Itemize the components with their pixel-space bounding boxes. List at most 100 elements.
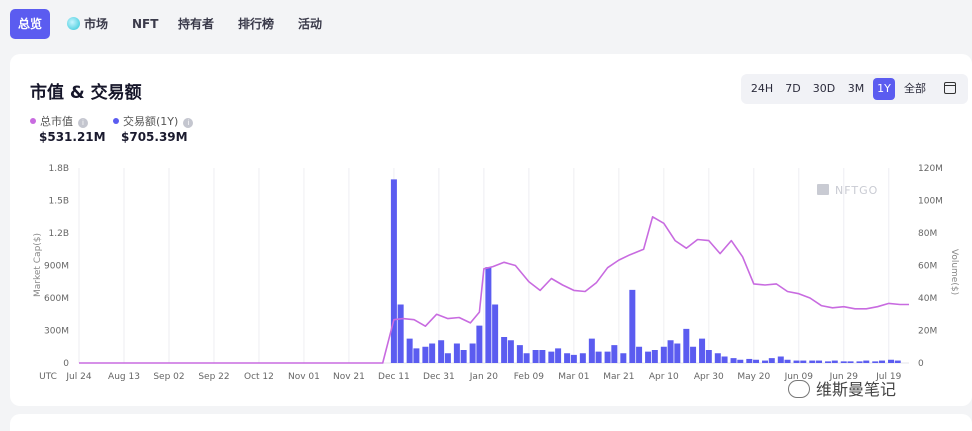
volume-bar bbox=[595, 351, 602, 363]
volume-bar bbox=[570, 354, 577, 363]
x-tick-label: Nov 01 bbox=[288, 372, 320, 382]
volume-bar bbox=[863, 360, 870, 363]
wechat-credit: 维斯曼笔记 bbox=[788, 376, 896, 400]
left-y-tick-label: 600M bbox=[44, 294, 69, 304]
volume-bar bbox=[629, 289, 636, 363]
volume-bar bbox=[548, 351, 555, 363]
nftgo-watermark: NFTGO bbox=[835, 184, 878, 197]
calendar-icon[interactable] bbox=[944, 82, 956, 94]
volume-bar bbox=[645, 351, 652, 363]
volume-bar bbox=[888, 359, 895, 363]
right-y-tick-label: 20M bbox=[918, 327, 937, 337]
right-y-tick-label: 40M bbox=[918, 294, 937, 304]
left-y-tick-label: 1.8B bbox=[49, 164, 70, 174]
legend-dot-market-cap bbox=[30, 118, 36, 124]
x-tick-label: Sep 02 bbox=[153, 372, 184, 382]
right-y-tick-label: 0 bbox=[918, 359, 924, 369]
x-tick-label: Dec 11 bbox=[378, 372, 410, 382]
volume-bar bbox=[429, 343, 436, 363]
nav-tab-market-label: 市场 bbox=[84, 17, 109, 31]
market-cap-value: $531.21M bbox=[39, 130, 106, 144]
volume-bar bbox=[397, 304, 404, 363]
volume-bar bbox=[800, 360, 807, 363]
timezone-label: UTC bbox=[39, 372, 57, 382]
range-30d-button[interactable]: 30D bbox=[812, 82, 836, 95]
volume-bar bbox=[667, 340, 674, 363]
volume-bar bbox=[516, 345, 523, 363]
left-y-tick-label: 300M bbox=[44, 327, 69, 337]
volume-bar bbox=[485, 267, 492, 363]
x-tick-label: Jan 20 bbox=[469, 372, 498, 382]
x-tick-label: Aug 13 bbox=[108, 372, 140, 382]
volume-bar bbox=[413, 348, 420, 363]
range-3m-button[interactable]: 3M bbox=[847, 82, 865, 95]
credit-text: 维斯曼笔记 bbox=[816, 380, 897, 399]
nav-tab-holders[interactable]: 持有者 bbox=[178, 17, 215, 31]
volume-bar bbox=[705, 350, 712, 363]
volume-bar bbox=[753, 359, 760, 363]
volume-bar bbox=[730, 358, 737, 363]
volume-bar bbox=[460, 350, 467, 363]
legend-volume: 交易额(1Y) i bbox=[113, 113, 194, 129]
info-icon[interactable]: i bbox=[183, 118, 194, 128]
volume-bar bbox=[660, 346, 667, 363]
volume-bar bbox=[840, 361, 847, 363]
volume-bar bbox=[699, 338, 706, 363]
volume-bar bbox=[422, 346, 429, 363]
volume-bar bbox=[809, 360, 816, 363]
volume-bar bbox=[588, 338, 595, 363]
range-all-button[interactable]: 全部 bbox=[904, 82, 926, 95]
volume-bar bbox=[746, 358, 753, 363]
x-tick-label: Mar 01 bbox=[558, 372, 589, 382]
volume-bar bbox=[856, 361, 863, 363]
time-range-selector: 24H 7D 30D 3M 1Y 全部 bbox=[741, 74, 968, 104]
left-y-tick-label: 900M bbox=[44, 262, 69, 272]
volume-bar bbox=[564, 353, 571, 363]
range-1y-button[interactable]: 1Y bbox=[873, 78, 895, 100]
volume-bar bbox=[507, 340, 514, 363]
x-tick-label: Apr 30 bbox=[694, 372, 724, 382]
volume-bar bbox=[894, 360, 901, 363]
volume-bar bbox=[768, 358, 775, 363]
volume-bar bbox=[492, 304, 499, 363]
volume-bar bbox=[539, 350, 546, 363]
volume-bar bbox=[847, 361, 854, 363]
volume-bar bbox=[737, 359, 744, 363]
nav-tab-rankings[interactable]: 排行榜 bbox=[238, 17, 275, 31]
x-tick-label: Jun 29 bbox=[829, 372, 859, 382]
volume-bar bbox=[438, 340, 445, 363]
nav-tab-activity[interactable]: 活动 bbox=[298, 17, 323, 31]
volume-bar bbox=[762, 360, 769, 363]
nav-tab-nft[interactable]: NFT bbox=[132, 17, 159, 31]
x-tick-label: Jun 09 bbox=[784, 372, 814, 382]
volume-bar bbox=[532, 350, 539, 363]
x-tick-label: Nov 21 bbox=[333, 372, 365, 382]
range-7d-button[interactable]: 7D bbox=[785, 82, 801, 95]
volume-bar bbox=[406, 338, 413, 363]
nav-tab-overview[interactable]: 总览 bbox=[10, 9, 51, 39]
volume-bar bbox=[721, 356, 728, 363]
info-icon[interactable]: i bbox=[78, 118, 88, 128]
right-y-tick-label: 60M bbox=[918, 262, 937, 272]
left-y-tick-label: 1.2B bbox=[49, 229, 70, 239]
range-24h-button[interactable]: 24H bbox=[750, 82, 774, 95]
market-cap-line bbox=[79, 216, 909, 364]
left-axis-title: Market Cap($) bbox=[33, 233, 43, 297]
volume-bar bbox=[683, 328, 690, 363]
card-title: 市值 & 交易额 bbox=[30, 83, 142, 103]
legend-dot-volume bbox=[113, 118, 119, 124]
x-tick-label: Jul 24 bbox=[65, 372, 91, 382]
volume-bar bbox=[523, 353, 530, 363]
nftgo-logo-icon bbox=[817, 184, 829, 195]
legend-market-cap: 总市值 i bbox=[30, 113, 88, 129]
x-tick-label: Sep 22 bbox=[198, 372, 229, 382]
right-y-tick-label: 120M bbox=[918, 164, 943, 174]
volume-bar bbox=[620, 353, 627, 363]
x-tick-label: Oct 12 bbox=[244, 372, 274, 382]
x-tick-label: Dec 31 bbox=[423, 372, 455, 382]
x-tick-label: May 20 bbox=[737, 372, 770, 382]
next-card bbox=[10, 414, 972, 431]
top-nav: 总览 市场 NFT 持有者 排行榜 活动 bbox=[0, 0, 972, 48]
volume-bar bbox=[690, 346, 697, 363]
nav-tab-market[interactable]: 市场 bbox=[61, 9, 114, 39]
